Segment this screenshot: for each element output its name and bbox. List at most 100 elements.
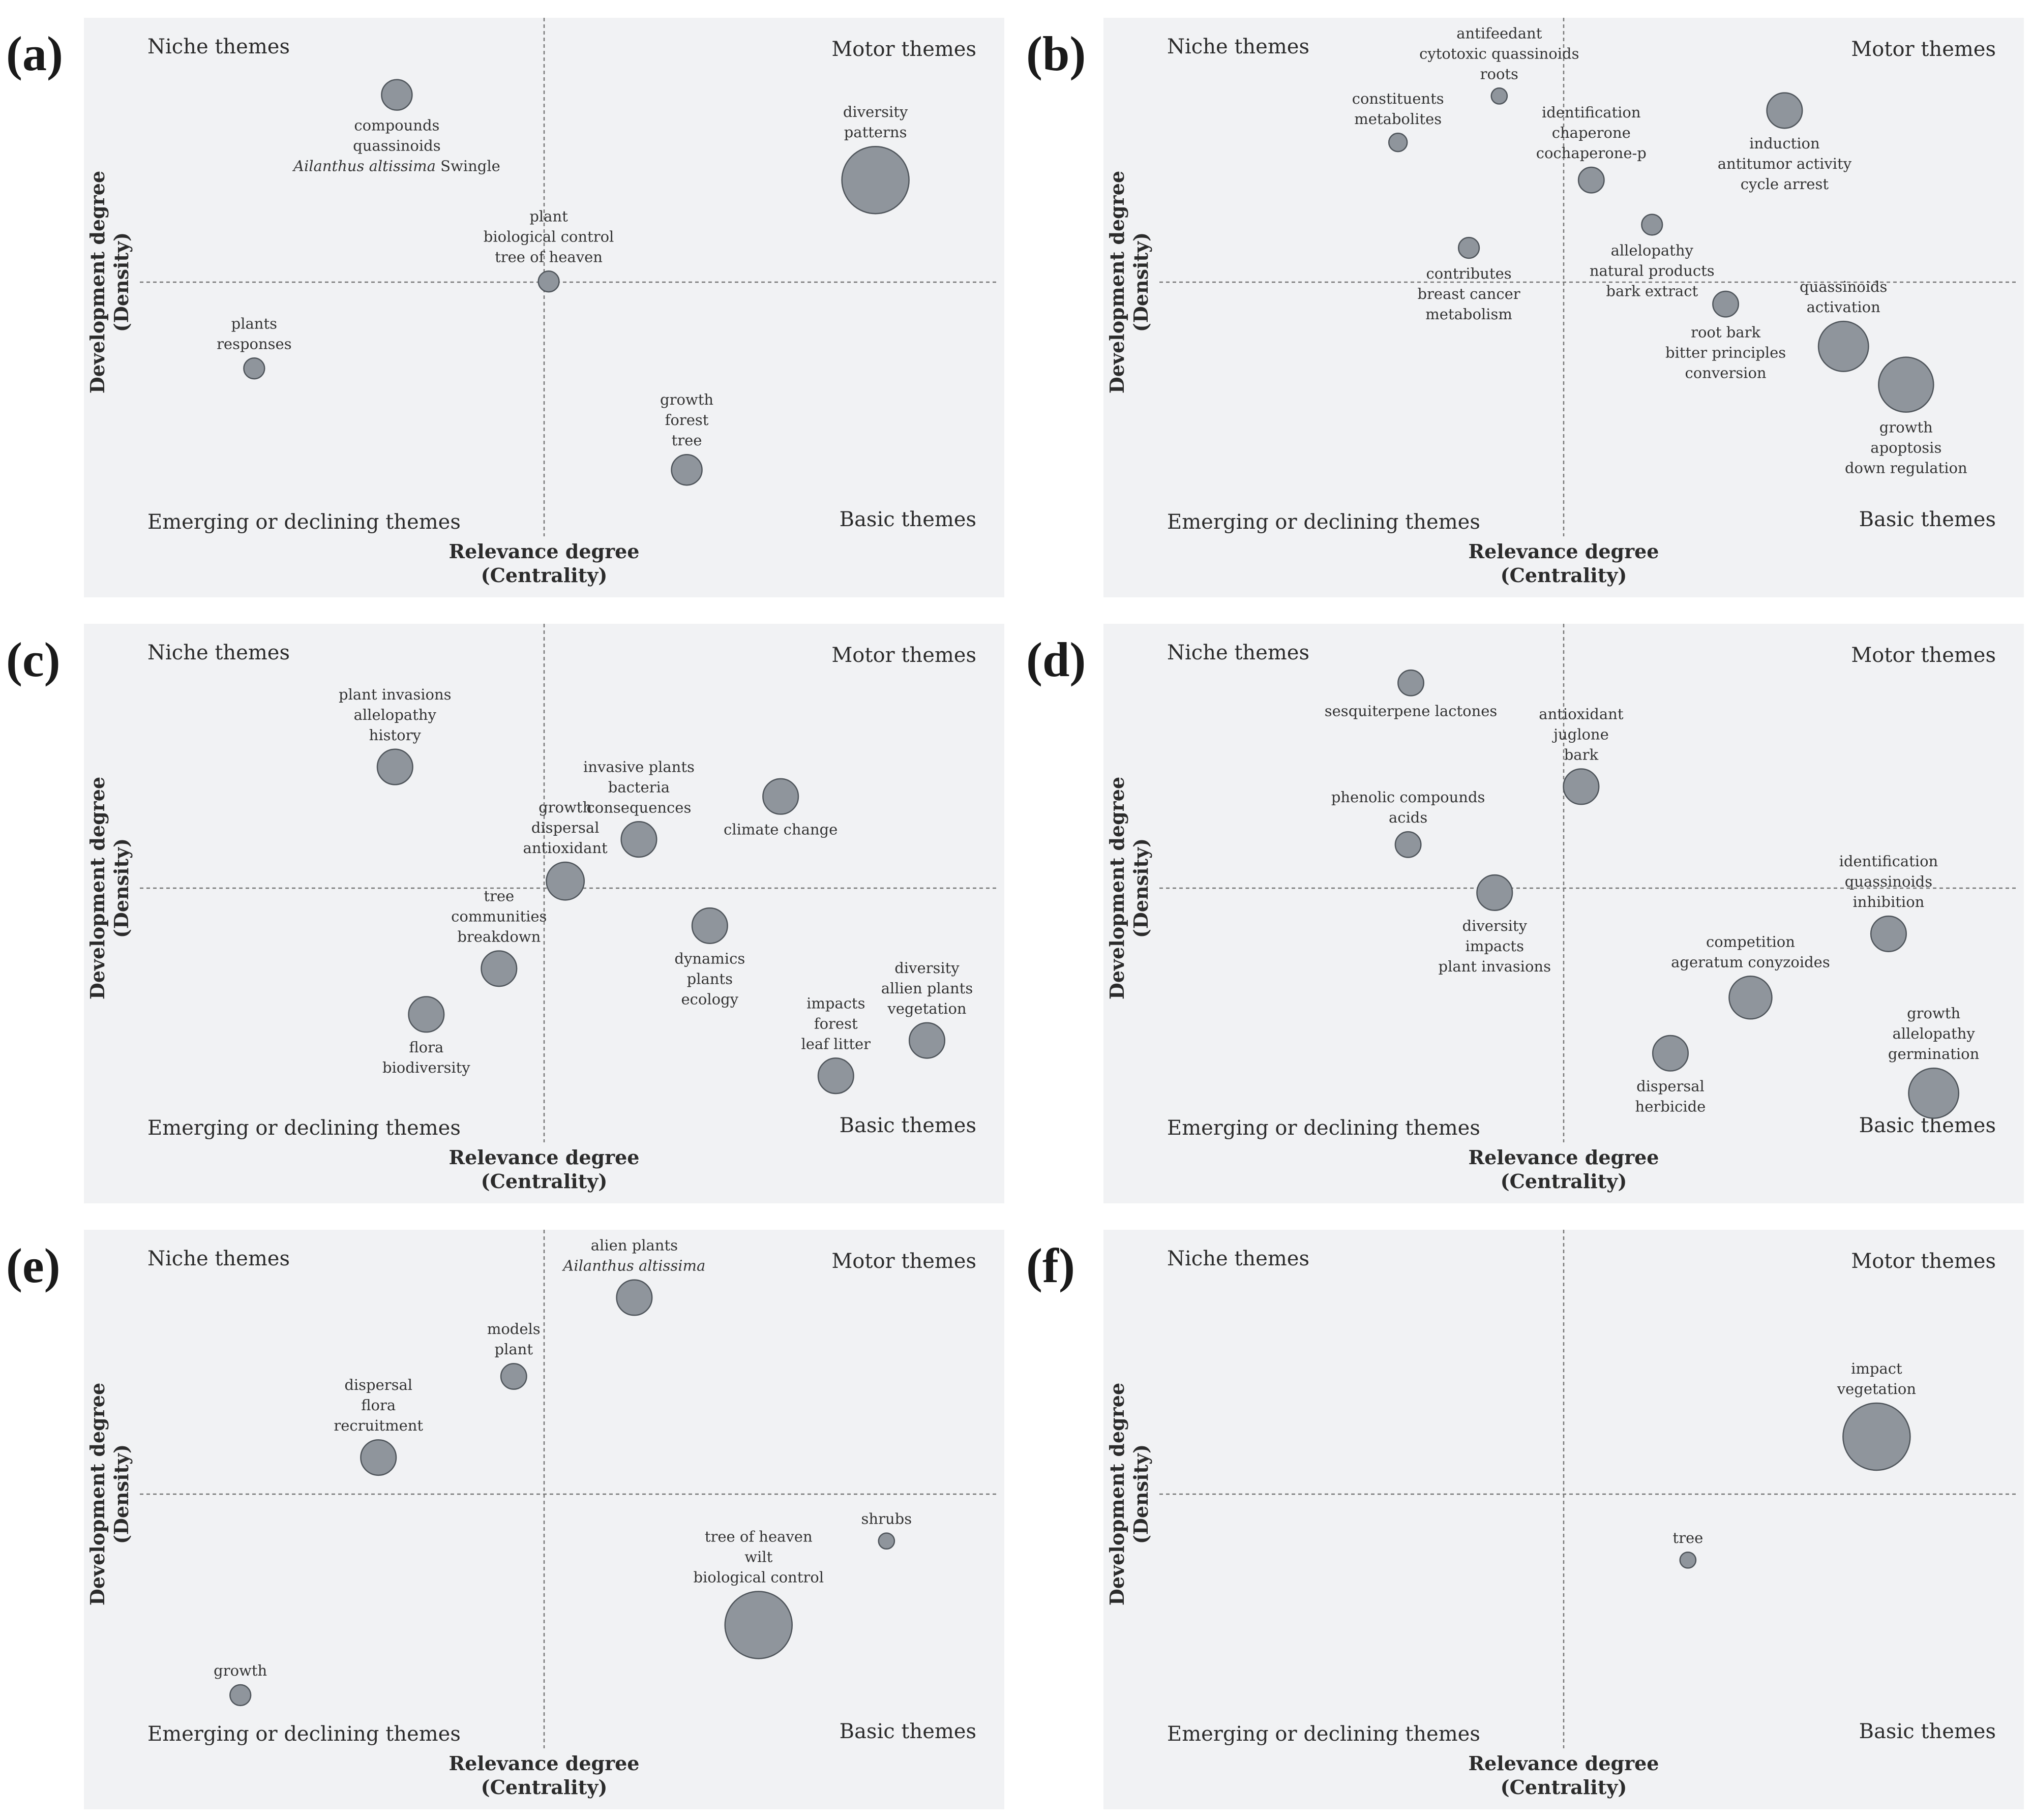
- strategic-diagram-a: Niche themes Motor themes Emerging or decl…: [84, 18, 1004, 597]
- cluster-label-line: allelopathy: [1611, 241, 1694, 259]
- quadrant-label-niche: Niche themes: [1167, 641, 1309, 664]
- cluster-1: compounds quassinoids Ailanthus altissima …: [292, 79, 500, 175]
- cluster-label-line: growth: [660, 391, 713, 408]
- cluster-label-line: sesquiterpene lactones: [1325, 702, 1498, 719]
- cluster-bubble: [1870, 915, 1907, 952]
- cluster-2: constituents metabolites: [1352, 90, 1444, 153]
- cluster-3: phenolic compounds acids: [1331, 788, 1485, 858]
- cluster-label-line: ageratum conyzoides: [1671, 953, 1830, 970]
- cluster-label-line: antioxidant: [1539, 706, 1624, 723]
- cluster-6: competition ageratum conyzoides: [1671, 933, 1830, 1020]
- cluster-label-line: conversion: [1685, 364, 1767, 381]
- cluster-label-line: consequences: [587, 799, 692, 816]
- x-axis-title: Relevance degree: [1469, 1146, 1659, 1169]
- y-axis-title-group: Development degree (Density): [86, 1383, 133, 1605]
- cluster-2: tree: [1672, 1529, 1703, 1569]
- cluster-bubble: [1457, 236, 1480, 259]
- cluster-bubble: [1817, 320, 1869, 372]
- cluster-bubble: [1652, 1035, 1689, 1072]
- y-axis-title: Development degree: [86, 171, 109, 393]
- cluster-label-line: herbicide: [1635, 1098, 1706, 1115]
- y-axis-title: Development degree: [1105, 171, 1128, 393]
- cluster-label-line: antioxidant: [523, 839, 608, 857]
- cluster-bubble: [1563, 768, 1600, 805]
- quadrant-label-motor: Motor themes: [1851, 644, 1996, 667]
- cluster-label-line: impacts: [1466, 937, 1524, 955]
- cluster-label-line: dispersal: [344, 1376, 412, 1393]
- cluster-bubble: [1394, 831, 1422, 858]
- cluster-7: dispersal herbicide: [1635, 1035, 1706, 1115]
- cluster-label-line: cytotoxic quassinoids: [1419, 45, 1579, 62]
- cluster-bubble: [1397, 669, 1424, 696]
- panel-letter-f: (f): [1026, 1238, 1075, 1293]
- x-axis-subtitle: (Centrality): [481, 1776, 608, 1799]
- cluster-bubble: [691, 907, 728, 944]
- cluster-label-line: breakdown: [457, 928, 541, 946]
- x-axis-title: Relevance degree: [449, 1146, 640, 1169]
- cluster-8: growth allelopathy germination: [1888, 1005, 1979, 1119]
- cluster-label-line: cochaperone-p: [1536, 144, 1647, 162]
- cluster-label-line: shrubs: [861, 1510, 912, 1528]
- cluster-label-line: biodiversity: [382, 1059, 470, 1076]
- cluster-label-line: plant: [529, 207, 568, 225]
- cluster-label-line: plants: [231, 315, 277, 332]
- cluster-label-line: impacts: [806, 994, 865, 1012]
- cluster-label-line: tree: [484, 888, 514, 905]
- panel-letter-d: (d): [1026, 632, 1086, 687]
- y-axis-title: Development degree: [1105, 777, 1128, 999]
- cluster-label-line: tree of heaven: [495, 248, 603, 265]
- cluster-bubble: [537, 270, 560, 293]
- panel-letter-c: (c): [6, 632, 61, 687]
- cluster-label-line: Ailanthus altissima Swingle: [292, 158, 500, 175]
- cluster-label-line: alien plants: [591, 1237, 678, 1254]
- cluster-label-line: germination: [1888, 1045, 1979, 1063]
- y-axis-title-group: Development degree (Density): [86, 777, 133, 999]
- cluster-2: diversity patterns: [841, 103, 910, 215]
- cluster-label-line: diversity: [843, 103, 908, 120]
- panel-letter-a: (a): [6, 26, 63, 81]
- cluster-label-line: biological control: [484, 228, 614, 245]
- cluster-5: dynamics plants ecology: [674, 907, 745, 1008]
- y-axis-subtitle: (Density): [110, 1444, 133, 1544]
- cluster-label-line: metabolism: [1425, 306, 1512, 323]
- quadrant-label-motor: Motor themes: [831, 1250, 976, 1273]
- cluster-bubble: [841, 145, 910, 215]
- cluster-bubble: [1766, 92, 1803, 129]
- cluster-4: plants responses: [217, 315, 292, 380]
- cluster-label-line: bitter principles: [1665, 344, 1786, 361]
- cluster-bubble: [229, 1684, 252, 1707]
- cluster-label-line: recruitment: [334, 1417, 423, 1434]
- cluster-3: identification chaperone cochaperone-p: [1536, 104, 1647, 194]
- x-axis-subtitle: (Centrality): [1501, 1170, 1627, 1193]
- cluster-label-line: models: [487, 1320, 541, 1338]
- cluster-label-line: flora: [361, 1397, 396, 1414]
- cluster-label-line: ecology: [681, 991, 739, 1008]
- y-axis-subtitle: (Density): [110, 232, 133, 332]
- cluster-bubble: [878, 1532, 895, 1550]
- x-axis-subtitle: (Centrality): [481, 564, 608, 587]
- cluster-label-line: inhibition: [1853, 893, 1925, 911]
- cluster-label-line: allelopathy: [354, 706, 437, 723]
- cluster-label-line: impact: [1851, 1360, 1902, 1377]
- cluster-label-line: natural products: [1590, 262, 1715, 279]
- x-axis-subtitle: (Centrality): [481, 1170, 608, 1193]
- cluster-6: tree communities breakdown: [451, 888, 547, 987]
- cluster-label-line: competition: [1706, 933, 1795, 950]
- quadrant-label-motor: Motor themes: [831, 644, 976, 667]
- cluster-label-line: biological control: [693, 1568, 824, 1586]
- cluster-1: sesquiterpene lactones: [1325, 669, 1498, 719]
- cluster-bubble: [1712, 290, 1740, 318]
- cluster-label-line: chaperone: [1552, 124, 1631, 141]
- cluster-bubble: [1842, 1402, 1911, 1471]
- cluster-label-line: tree of heaven: [705, 1528, 813, 1545]
- cluster-2: models plant: [487, 1320, 541, 1390]
- cluster-label-line: identification: [1839, 853, 1938, 870]
- cluster-bubble: [1641, 214, 1663, 236]
- cluster-label-line: tree: [672, 432, 702, 449]
- cluster-2: climate change: [724, 778, 838, 838]
- y-axis-subtitle: (Density): [1129, 838, 1152, 938]
- cluster-label-line: induction: [1749, 135, 1820, 152]
- cluster-label-line: patterns: [844, 124, 907, 141]
- cluster-9: impacts forest leaf litter: [801, 994, 871, 1095]
- cluster-label-line: identification: [1542, 104, 1641, 121]
